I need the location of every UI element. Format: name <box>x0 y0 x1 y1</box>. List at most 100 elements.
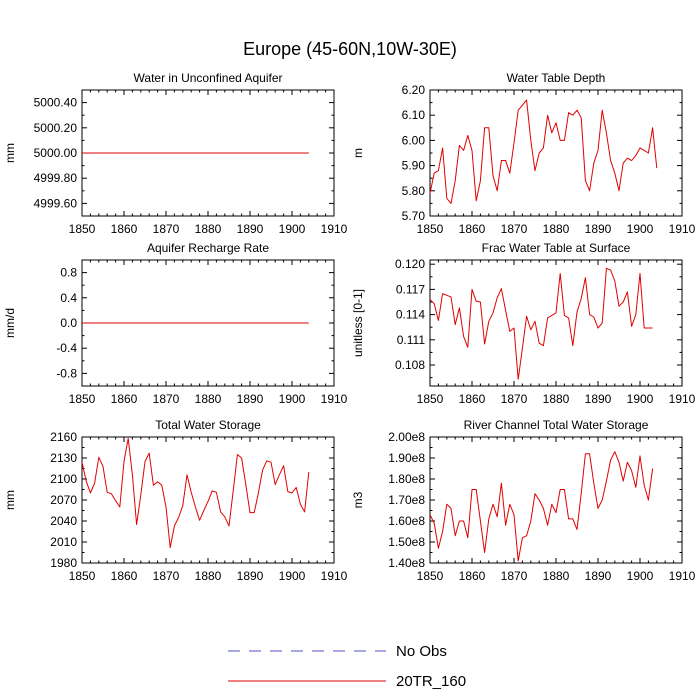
x-tick-label: 1860 <box>459 569 486 583</box>
x-tick-label: 1890 <box>585 569 612 583</box>
y-tick-label: 2070 <box>50 493 77 507</box>
x-tick-label: 1870 <box>153 222 180 236</box>
panel-title: Water Table Depth <box>507 71 606 85</box>
x-tick-label: 1860 <box>459 392 486 406</box>
plot-frame <box>81 436 335 564</box>
y-axis-label: mm <box>3 143 17 163</box>
x-tick-label: 1850 <box>417 569 444 583</box>
chart-panels: Water in Unconfined Aquifer mm 1850 1860 187… <box>3 71 696 583</box>
y-tick-label: 1.50e8 <box>388 535 425 549</box>
x-tick-label: 1900 <box>627 222 654 236</box>
y-tick-label: 0.114 <box>396 308 425 322</box>
panel-title: Aquifer Recharge Rate <box>147 241 269 255</box>
y-tick-label: 1980 <box>50 556 77 570</box>
y-tick-label: 5000.20 <box>34 121 78 135</box>
series-line-20tr-160 <box>429 267 653 380</box>
x-tick-label: 1900 <box>279 392 306 406</box>
chart-panel-1: Water in Unconfined Aquifer mm 1850 1860 187… <box>3 71 348 236</box>
y-axis-label: mm/d <box>3 308 17 338</box>
y-axis-label: m <box>351 148 365 158</box>
x-tick-label: 1850 <box>69 222 96 236</box>
series-line-20tr-160 <box>429 99 658 204</box>
y-tick-label: 5.70 <box>402 209 426 223</box>
y-tick-label: 5.80 <box>402 184 426 198</box>
y-tick-label: 0.4 <box>60 291 77 305</box>
y-tick-label: 0.117 <box>396 282 425 296</box>
x-tick-label: 1910 <box>321 222 348 236</box>
x-tick-label: 1880 <box>195 392 222 406</box>
x-tick-label: 1910 <box>669 222 696 236</box>
x-tick-label: 1860 <box>111 569 138 583</box>
chart-panel-2: Water Table Depth m 1850 1860 1870 1880 1890 19… <box>351 71 696 236</box>
x-tick-label: 1910 <box>669 569 696 583</box>
chart-panel-5: Total Water Storage mm 1850 1860 1870 1880 189… <box>3 418 348 583</box>
y-tick-label: 2100 <box>50 472 77 486</box>
legend-no-obs-label: No Obs <box>396 643 447 660</box>
x-tick-label: 1850 <box>417 392 444 406</box>
x-tick-label: 1910 <box>321 569 348 583</box>
x-tick-label: 1870 <box>501 222 528 236</box>
x-tick-label: 1850 <box>417 222 444 236</box>
x-tick-label: 1880 <box>195 569 222 583</box>
y-tick-label: 0.111 <box>397 333 426 347</box>
panel-title: Water in Unconfined Aquifer <box>134 71 283 85</box>
y-tick-label: 4999.60 <box>34 196 78 210</box>
plot-frame <box>429 436 683 564</box>
x-tick-label: 1880 <box>543 392 570 406</box>
y-tick-label: 6.00 <box>402 133 426 147</box>
x-tick-label: 1910 <box>669 392 696 406</box>
y-tick-label: 0.8 <box>60 266 77 280</box>
legend: No Obs 20TR_160 <box>228 643 466 690</box>
y-tick-label: -0.4 <box>56 341 77 355</box>
y-tick-label: 5000.40 <box>34 96 78 110</box>
x-tick-label: 1890 <box>237 569 264 583</box>
x-tick-label: 1900 <box>279 222 306 236</box>
y-tick-label: 6.10 <box>402 108 426 122</box>
y-tick-label: 4999.80 <box>34 171 78 185</box>
x-tick-label: 1870 <box>153 569 180 583</box>
x-tick-label: 1900 <box>627 569 654 583</box>
series-line-20tr-160 <box>81 437 310 549</box>
x-tick-label: 1870 <box>153 392 180 406</box>
x-tick-label: 1850 <box>69 392 96 406</box>
x-tick-label: 1850 <box>69 569 96 583</box>
panel-title: Total Water Storage <box>155 418 261 432</box>
x-tick-label: 1910 <box>321 392 348 406</box>
x-tick-label: 1890 <box>237 392 264 406</box>
x-tick-label: 1860 <box>459 222 486 236</box>
y-tick-label: 5.90 <box>402 159 426 173</box>
y-tick-label: 6.20 <box>402 83 426 97</box>
x-tick-label: 1890 <box>585 392 612 406</box>
x-tick-label: 1870 <box>501 392 528 406</box>
y-axis-label: m3 <box>351 491 365 508</box>
y-axis-label: mm <box>3 490 17 510</box>
y-tick-label: 2.00e8 <box>388 430 425 444</box>
y-tick-label: 2130 <box>50 451 77 465</box>
x-tick-label: 1890 <box>585 222 612 236</box>
figure-title: Europe (45-60N,10W-30E) <box>243 39 457 59</box>
x-tick-label: 1900 <box>279 569 306 583</box>
y-tick-label: 2010 <box>50 535 77 549</box>
y-tick-label: 2160 <box>50 430 77 444</box>
chart-panel-4: Frac Water Table at Surface unitless [0-1… <box>351 241 696 406</box>
panel-title: River Channel Total Water Storage <box>464 418 649 432</box>
y-tick-label: 1.40e8 <box>388 556 425 570</box>
series-line-20tr-160 <box>429 451 654 562</box>
y-tick-label: 0.120 <box>395 257 425 271</box>
x-tick-label: 1870 <box>501 569 528 583</box>
x-tick-label: 1860 <box>111 222 138 236</box>
y-axis-label: unitless [0-1] <box>351 289 365 357</box>
y-tick-label: 0.108 <box>395 358 425 372</box>
panel-title: Frac Water Table at Surface <box>482 241 631 255</box>
y-tick-label: 0.0 <box>60 316 77 330</box>
x-tick-label: 1880 <box>195 222 222 236</box>
y-tick-label: 2040 <box>50 514 77 528</box>
y-tick-label: 1.70e8 <box>388 493 425 507</box>
chart-panel-3: Aquifer Recharge Rate mm/d 1850 1860 1870 188… <box>3 241 348 406</box>
x-tick-label: 1880 <box>543 569 570 583</box>
y-tick-label: 1.90e8 <box>388 451 425 465</box>
x-tick-label: 1860 <box>111 392 138 406</box>
x-tick-label: 1900 <box>627 392 654 406</box>
